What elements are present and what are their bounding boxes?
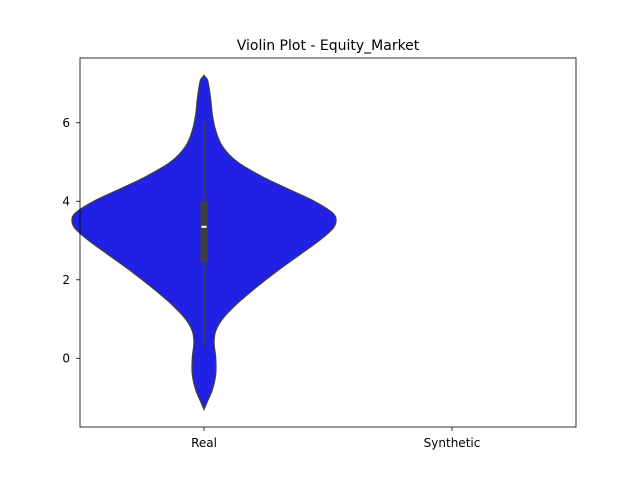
chart-title: Violin Plot - Equity_Market bbox=[237, 38, 420, 54]
y-tick-label: 6 bbox=[62, 116, 70, 130]
plot-frame bbox=[79, 57, 577, 428]
y-tick-label: 4 bbox=[62, 194, 70, 208]
plot-area: 0 2 4 6 Real Synthetic bbox=[62, 57, 577, 450]
x-tick-label: Real bbox=[191, 436, 217, 450]
x-tick-label: Synthetic bbox=[424, 436, 481, 450]
y-tick-label: 0 bbox=[62, 351, 70, 365]
y-tick-label: 2 bbox=[62, 273, 70, 287]
violin-iqr-box bbox=[200, 201, 208, 263]
